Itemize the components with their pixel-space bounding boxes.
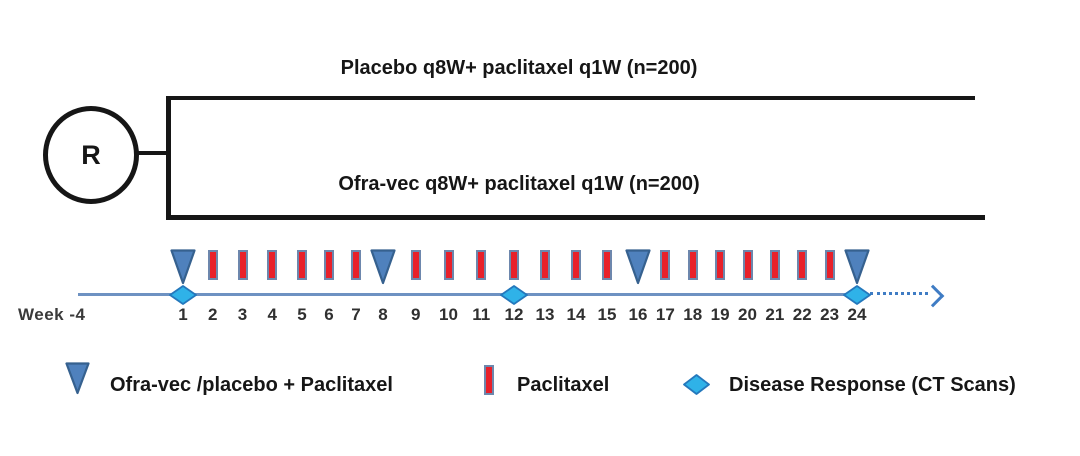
timeline-week-label: 13 [535, 305, 555, 324]
timeline-week-label: 8 [378, 305, 388, 324]
arm-bracket-line [166, 96, 171, 220]
paclitaxel-dose-marker [687, 250, 698, 280]
paclitaxel-dose-marker [660, 250, 671, 280]
paclitaxel-dose-marker [769, 250, 780, 280]
timeline-week-label: 24 [847, 305, 867, 324]
legend-label: Paclitaxel [517, 374, 610, 396]
paclitaxel-dose-marker [237, 250, 248, 280]
timeline-week-label: 19 [710, 305, 730, 324]
arm-label-placebo: Placebo q8W+ paclitaxel q1W (n=200) [340, 57, 698, 79]
paclitaxel-dose-marker [797, 250, 808, 280]
timeline-week-label: 12 [504, 305, 524, 324]
legend-triangle-icon [65, 362, 90, 395]
timeline-week-label: 22 [792, 305, 812, 324]
legend-diamond-icon [683, 374, 710, 395]
ofra-vec-placebo-dose-marker [625, 249, 651, 285]
timeline-week-label: 4 [267, 305, 277, 324]
timeline-continuation-dotted-line [870, 292, 928, 295]
timeline-week-label: 17 [655, 305, 675, 324]
timeline-week-label: 14 [566, 305, 586, 324]
timeline-week-label: 15 [597, 305, 617, 324]
paclitaxel-dose-marker [351, 250, 361, 280]
randomization-connector-line [137, 151, 168, 155]
arm-line-ofravec [166, 215, 985, 220]
timeline-week-label: 23 [820, 305, 840, 324]
paclitaxel-dose-marker [602, 250, 612, 280]
ofra-vec-placebo-dose-marker [170, 249, 196, 285]
paclitaxel-dose-marker [509, 250, 519, 280]
paclitaxel-dose-marker [443, 250, 454, 280]
paclitaxel-dose-marker [297, 250, 307, 280]
paclitaxel-dose-marker [324, 250, 334, 280]
timeline-week-label: 21 [765, 305, 785, 324]
legend-label: Disease Response (CT Scans) [729, 374, 1016, 396]
paclitaxel-dose-marker [207, 250, 218, 280]
timeline-week-label: 9 [411, 305, 421, 324]
ct-scan-marker [169, 285, 197, 305]
paclitaxel-dose-marker [715, 250, 726, 280]
legend-label: Ofra-vec /placebo + Paclitaxel [110, 374, 393, 396]
arm-line-placebo [166, 96, 975, 100]
ct-scan-marker [500, 285, 528, 305]
paclitaxel-dose-marker [571, 250, 581, 280]
arm-label-ofravec: Ofra-vec q8W+ paclitaxel q1W (n=200) [338, 173, 700, 195]
paclitaxel-dose-marker [410, 250, 421, 280]
ofra-vec-placebo-dose-marker [370, 249, 396, 285]
timeline-arrowhead-icon [921, 284, 945, 308]
paclitaxel-dose-marker [824, 250, 835, 280]
legend-bar-icon [484, 365, 494, 395]
timeline-week-label: 10 [439, 305, 458, 324]
paclitaxel-dose-marker [476, 250, 487, 280]
timeline-week-label: 6 [324, 305, 334, 324]
randomization-circle: R [43, 106, 139, 204]
paclitaxel-dose-marker [267, 250, 278, 280]
timeline-week-label: 20 [738, 305, 757, 324]
timeline-week-label: 2 [208, 305, 218, 324]
timeline-week-label: 16 [628, 305, 648, 324]
paclitaxel-dose-marker [540, 250, 550, 280]
timeline-week-label: 18 [683, 305, 703, 324]
ct-scan-marker [843, 285, 871, 305]
timeline-week-label: 5 [297, 305, 307, 324]
randomization-label: R [81, 139, 101, 170]
timeline-week-label: 7 [351, 305, 361, 324]
timeline-week-label: 3 [237, 305, 248, 324]
timeline-week-label: 1 [178, 305, 188, 324]
ofra-vec-placebo-dose-marker [844, 249, 870, 285]
timeline-week-label: 11 [472, 305, 491, 324]
week-axis-start-label: Week -4 [18, 305, 86, 324]
timeline-axis-line [78, 293, 862, 296]
paclitaxel-dose-marker [742, 250, 753, 280]
